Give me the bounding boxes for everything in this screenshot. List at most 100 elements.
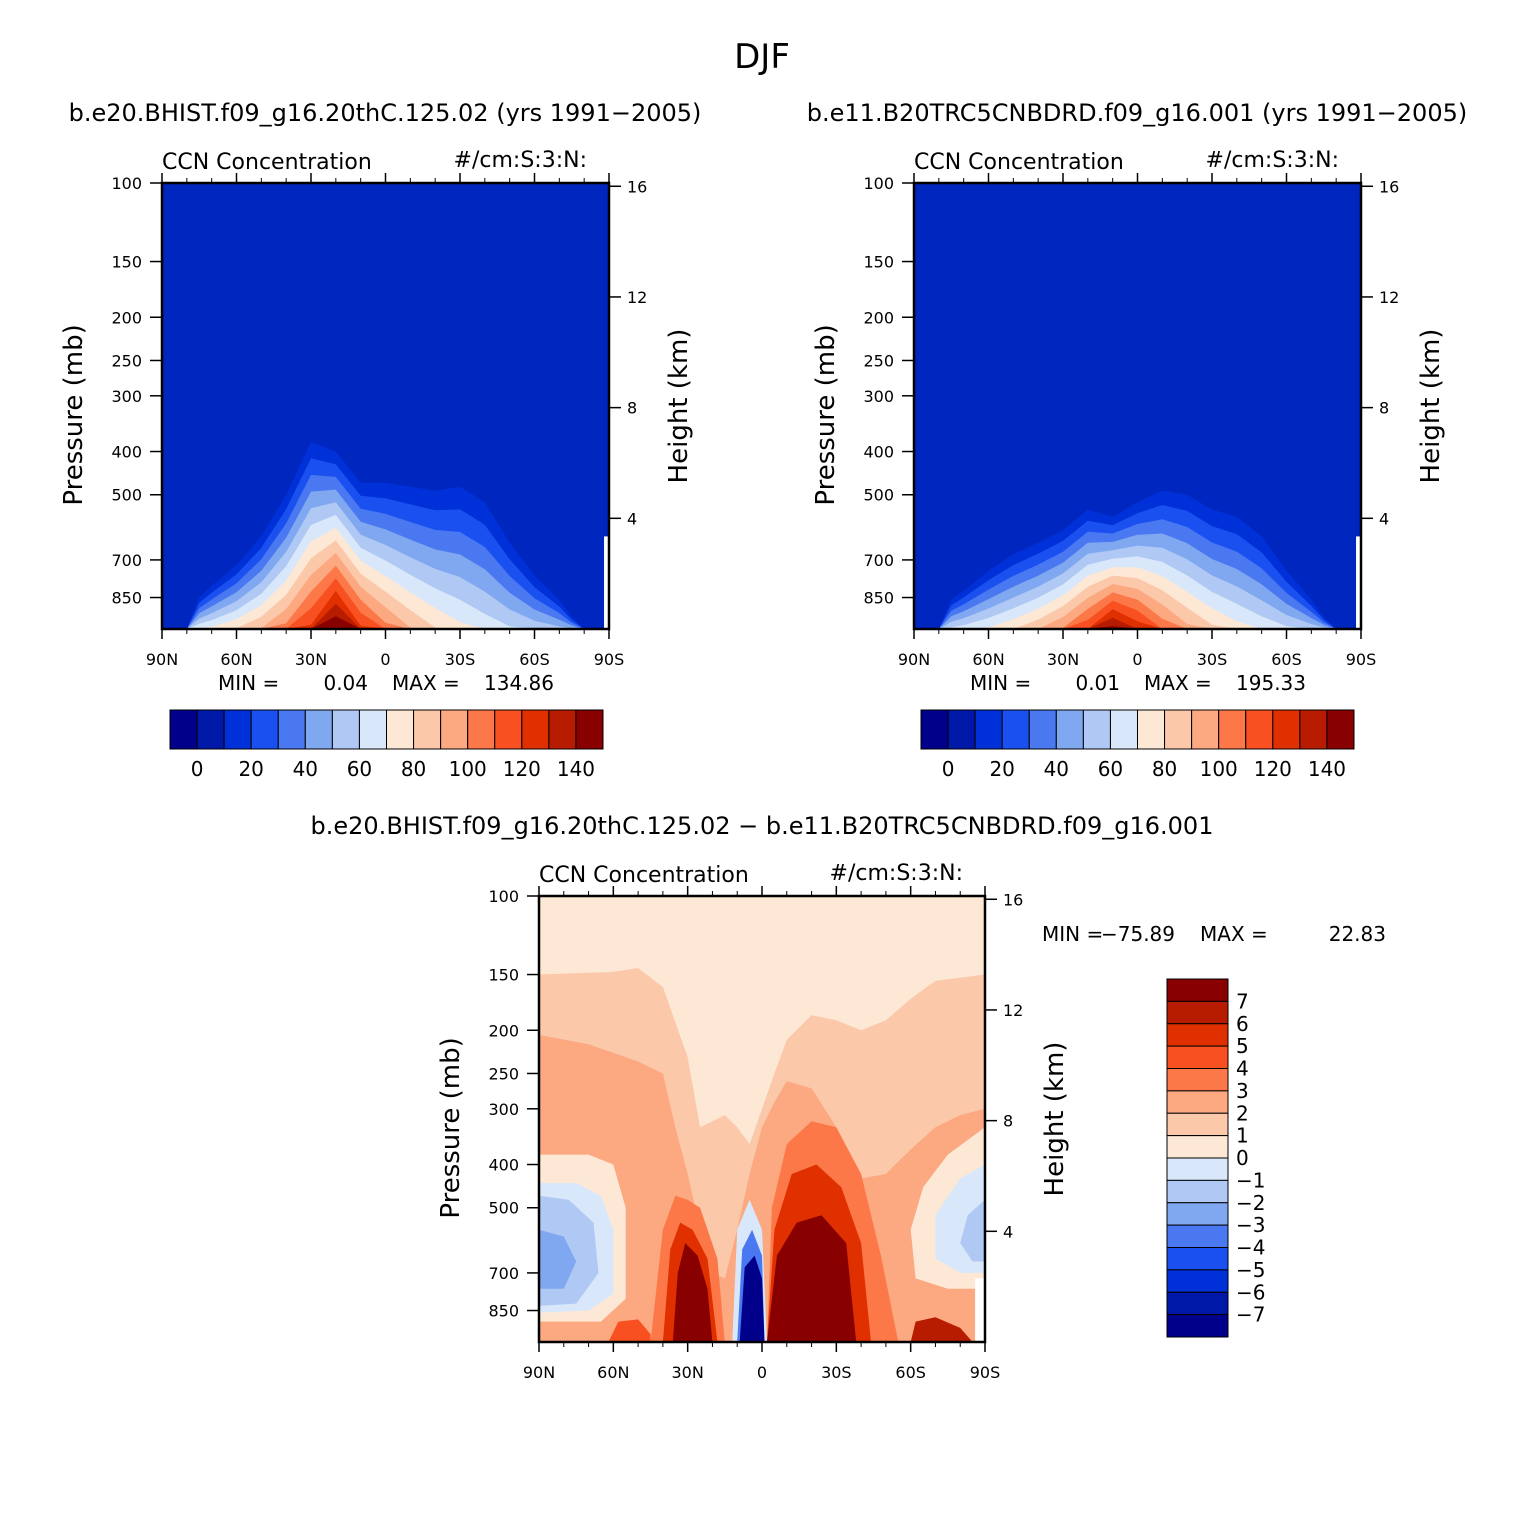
colorbar-box <box>1166 1023 1229 1047</box>
colorbar-box <box>1137 709 1166 750</box>
x-tick-label: 90S <box>1346 650 1377 669</box>
colorbar-box <box>575 709 604 750</box>
height-tick-label: 16 <box>1379 177 1399 196</box>
min-value: 0.01 <box>1075 671 1120 695</box>
right-string: #/cm:S:3:N: <box>454 148 587 173</box>
colorbar-tick-label: 1 <box>1236 1124 1249 1148</box>
colorbar-tick-label: −2 <box>1236 1191 1265 1215</box>
colorbar-tick-label: −6 <box>1236 1280 1265 1304</box>
x-tick-label: 60N <box>220 650 252 669</box>
colorbar-box <box>1166 1068 1229 1092</box>
height-tick-label: 12 <box>1379 288 1399 307</box>
plot-area <box>162 183 609 629</box>
y-axis-label: Pressure (mb) <box>811 324 841 505</box>
height-axis-label: Height (km) <box>664 329 694 484</box>
height-tick-label: 12 <box>1003 1001 1023 1020</box>
colorbar-box <box>1166 1224 1229 1248</box>
x-tick-label: 0 <box>380 650 390 669</box>
x-tick-label: 30N <box>672 1363 704 1382</box>
y-tick-label: 250 <box>111 351 142 370</box>
left-string: CCN Concentration <box>162 150 372 175</box>
missing-data <box>1356 536 1361 629</box>
x-tick-label: 0 <box>1132 650 1142 669</box>
colorbar-box <box>467 709 496 750</box>
colorbar-box <box>1166 1157 1229 1181</box>
colorbar-box <box>947 709 976 750</box>
x-tick-label: 60S <box>519 650 550 669</box>
colorbar-box <box>1166 1135 1229 1159</box>
colorbar-box <box>1326 709 1355 750</box>
contour-band <box>608 1319 651 1342</box>
colorbar-tick-label: −5 <box>1236 1258 1265 1282</box>
height-tick-label: 16 <box>1003 890 1023 909</box>
y-tick-label: 100 <box>111 174 142 193</box>
colorbar-tick-label: 5 <box>1236 1034 1249 1058</box>
colorbar-box <box>1109 709 1138 750</box>
colorbar-box <box>277 709 306 750</box>
colorbar-tick-label: 100 <box>449 757 487 781</box>
colorbar-box <box>1166 1247 1229 1271</box>
colorbar-box <box>413 709 442 750</box>
y-tick-label: 100 <box>863 174 894 193</box>
contour-band <box>910 1317 973 1342</box>
colorbar-tick-label: −4 <box>1236 1236 1265 1260</box>
colorbar-tick-label: 140 <box>557 757 595 781</box>
colorbar-box <box>1082 709 1111 750</box>
colorbar-tick-label: 80 <box>1152 757 1177 781</box>
y-tick-label: 200 <box>488 1021 519 1040</box>
missing-data <box>975 1278 985 1342</box>
x-tick-label: 60S <box>895 1363 926 1382</box>
max-value: 195.33 <box>1236 671 1306 695</box>
colorbar-box <box>920 709 949 750</box>
colorbar-box <box>1191 709 1220 750</box>
height-tick-label: 8 <box>1003 1112 1013 1131</box>
colorbar-tick-label: 40 <box>293 757 318 781</box>
panel-difference: b.e20.BHIST.f09_g16.20thC.125.02 − b.e11… <box>311 812 1386 1382</box>
colorbar-box <box>494 709 523 750</box>
colorbar-box <box>1166 1000 1229 1025</box>
colorbar-tick-label: 100 <box>1200 757 1238 781</box>
colorbar-box <box>1164 709 1193 750</box>
y-tick-label: 300 <box>111 387 142 406</box>
x-tick-label: 90N <box>898 650 930 669</box>
contour-band <box>767 1215 857 1342</box>
colorbar-tick-label: 0 <box>1236 1146 1249 1170</box>
y-tick-label: 400 <box>488 1156 519 1175</box>
max-value: 134.86 <box>484 671 554 695</box>
colorbar-tick-label: 140 <box>1308 757 1346 781</box>
min-value: 0.04 <box>323 671 368 695</box>
colorbar-box <box>331 709 360 750</box>
max-label: MAX = <box>392 671 460 695</box>
colorbar-tick-label: 2 <box>1236 1101 1249 1125</box>
contour-band <box>162 552 609 629</box>
panel-right-top: b.e11.B20TRC5CNBDRD.f09_g16.001 (yrs 199… <box>807 99 1467 781</box>
colorbar-box <box>1218 709 1247 750</box>
x-tick-label: 30S <box>1197 650 1228 669</box>
right-string: #/cm:S:3:N: <box>1206 148 1339 173</box>
y-tick-label: 400 <box>111 443 142 462</box>
colorbar-box <box>1245 709 1274 750</box>
x-tick-label: 90S <box>594 650 625 669</box>
colorbar-tick-label: 4 <box>1236 1057 1249 1081</box>
y-tick-label: 700 <box>863 551 894 570</box>
right-string: #/cm:S:3:N: <box>830 861 963 886</box>
contour-band <box>162 540 609 629</box>
plot-area <box>914 183 1361 629</box>
y-tick-label: 850 <box>488 1302 519 1321</box>
colorbar-box <box>548 709 577 750</box>
colorbar-box <box>169 709 198 750</box>
x-tick-label: 30S <box>445 650 476 669</box>
colorbar-tick-label: 120 <box>1254 757 1292 781</box>
y-tick-label: 850 <box>863 589 894 608</box>
panel-title: b.e11.B20TRC5CNBDRD.f09_g16.001 (yrs 199… <box>807 99 1467 127</box>
contour-band <box>162 527 609 629</box>
y-tick-label: 150 <box>863 253 894 272</box>
panel-title: b.e20.BHIST.f09_g16.20thC.125.02 (yrs 19… <box>69 99 702 127</box>
colorbar-box <box>974 709 1003 750</box>
colorbar-tick-label: 0 <box>942 757 955 781</box>
x-tick-label: 60N <box>972 650 1004 669</box>
colorbar-tick-label: 7 <box>1236 989 1249 1013</box>
colorbar-tick-label: 40 <box>1044 757 1069 781</box>
colorbar-box <box>1166 1314 1229 1338</box>
x-tick-label: 90N <box>146 650 178 669</box>
